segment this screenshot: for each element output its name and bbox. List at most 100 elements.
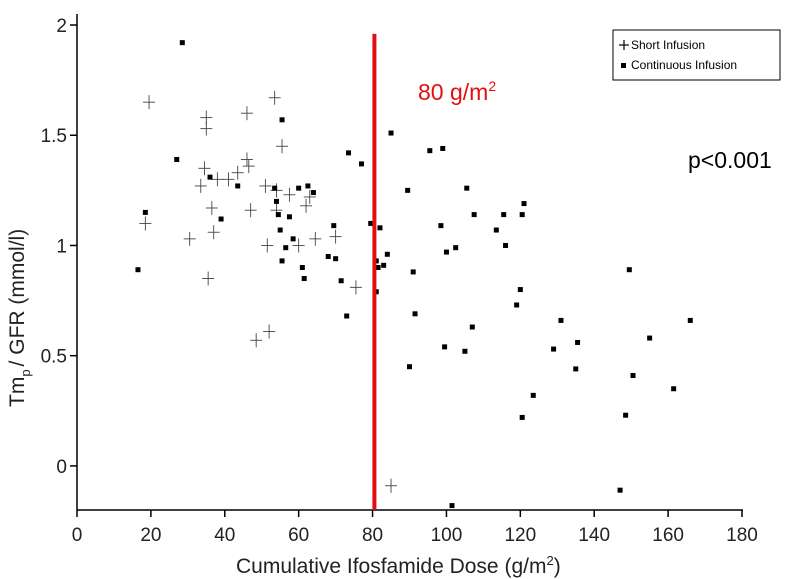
continuous-infusion-point — [647, 335, 653, 341]
continuous-infusion-point — [410, 269, 416, 275]
continuous-infusion-point — [626, 267, 632, 273]
continuous-infusion-point — [573, 366, 579, 372]
continuous-infusion-point — [274, 198, 279, 204]
continuous-infusion-point — [358, 161, 364, 167]
continuous-infusion-point — [443, 249, 449, 255]
continuous-infusion-point — [407, 364, 412, 370]
y-tick-label: 2 — [56, 16, 67, 37]
short-infusion-point — [231, 165, 244, 180]
continuous-infusion-point — [514, 302, 520, 308]
continuous-infusion-point — [344, 313, 350, 319]
continuous-infusion-point — [519, 414, 525, 420]
y-axis-title: Tmp/ GFR (mmol/l) — [6, 229, 33, 407]
x-tick-label: 180 — [726, 525, 758, 546]
continuous-infusion-point — [218, 216, 224, 222]
continuous-infusion-point — [272, 185, 278, 191]
x-tick-label: 20 — [140, 525, 161, 546]
p-value-label: p<0.001 — [688, 147, 772, 173]
continuous-infusion-point — [575, 339, 581, 345]
continuous-infusion-point — [301, 276, 307, 282]
continuous-infusion-point — [286, 214, 292, 220]
continuous-infusion-point — [305, 183, 311, 189]
short-infusion-point — [263, 324, 276, 339]
continuous-infusion-point — [558, 317, 564, 323]
continuous-infusion-point — [388, 130, 394, 136]
continuous-infusion-point — [617, 487, 623, 493]
short-infusion-point — [207, 225, 220, 240]
short-infusion-point — [292, 238, 305, 253]
continuous-infusion-point — [519, 212, 525, 218]
legend-label-short-infusion: Short Infusion — [631, 38, 705, 52]
continuous-infusion-point — [377, 225, 383, 231]
short-infusion-point — [211, 172, 224, 187]
continuous-infusion-point — [290, 236, 296, 242]
x-tick-label: 80 — [362, 525, 383, 546]
x-tick-label: 120 — [504, 525, 536, 546]
continuous-infusion-point — [440, 145, 446, 151]
short-infusion-point — [276, 139, 289, 154]
continuous-infusion-point — [346, 150, 352, 156]
short-infusion-point — [222, 172, 235, 187]
continuous-infusion-point — [283, 245, 289, 251]
short-infusion-point — [300, 198, 313, 213]
threshold-label: 80 g/m2 — [418, 78, 496, 105]
continuous-infusion-point — [368, 220, 374, 226]
continuous-infusion-point — [381, 262, 387, 268]
continuous-infusion-point — [142, 209, 148, 215]
continuous-infusion-point — [331, 223, 337, 229]
continuous-infusion-point — [687, 317, 693, 323]
continuous-infusion-point — [174, 156, 180, 162]
legend: Short Infusion Continuous Infusion — [612, 29, 781, 81]
short-infusion-point — [259, 178, 272, 193]
continuous-infusion-point — [449, 503, 455, 509]
short-infusion-point — [385, 478, 398, 493]
continuous-infusion-point — [412, 311, 418, 317]
short-infusion-point — [329, 229, 342, 244]
short-infusion-point — [240, 152, 253, 167]
short-infusion-point — [240, 106, 253, 121]
short-infusion-point — [309, 231, 322, 246]
axes-layer — [76, 14, 743, 511]
continuous-infusion-point — [338, 278, 344, 284]
y-tick-label: 1.5 — [41, 126, 67, 147]
short-infusion-point — [250, 333, 263, 348]
y-ticks: 0 0.5 1 1.5 2 — [41, 16, 77, 478]
short-infusion-point — [205, 200, 218, 215]
legend-label-continuous-infusion: Continuous Infusion — [631, 58, 737, 72]
continuous-infusion-point — [469, 324, 475, 330]
continuous-infusion-point — [427, 148, 433, 154]
short-infusion-point — [283, 187, 296, 202]
continuous-infusion-point — [279, 117, 285, 123]
x-tick-label: 60 — [288, 525, 309, 546]
continuous-infusion-point — [296, 185, 302, 191]
short-infusion-point — [244, 203, 257, 218]
x-ticks: 0 20 40 60 80 100 120 140 160 180 — [72, 510, 758, 546]
data-points-layer — [135, 40, 693, 509]
short-infusion-point — [303, 189, 316, 204]
continuous-infusion-point — [551, 346, 557, 352]
short-infusion-point — [143, 95, 156, 110]
x-tick-label: 160 — [652, 525, 684, 546]
short-infusion-point — [183, 231, 196, 246]
short-infusion-point — [194, 178, 207, 193]
short-infusion-point — [198, 161, 211, 176]
continuous-infusion-point — [325, 253, 331, 259]
short-infusion-point — [261, 238, 274, 253]
short-infusion-point — [268, 90, 281, 105]
continuous-infusion-point — [207, 174, 213, 180]
x-axis-title: Cumulative Ifosfamide Dose (g/m2) — [236, 553, 561, 578]
continuous-infusion-point — [375, 265, 381, 271]
continuous-infusion-point — [405, 187, 411, 193]
continuous-infusion-point — [135, 267, 141, 273]
x-tick-label: 40 — [214, 525, 235, 546]
short-infusion-point — [200, 121, 213, 136]
short-infusion-point — [202, 271, 215, 286]
continuous-infusion-point — [384, 251, 390, 257]
continuous-infusion-point — [333, 256, 339, 262]
continuous-infusion-point — [279, 258, 285, 264]
legend-box — [612, 29, 781, 81]
continuous-infusion-point — [671, 386, 677, 392]
x-tick-label: 0 — [72, 525, 83, 546]
x-tick-label: 100 — [431, 525, 463, 546]
legend-square-marker — [621, 63, 626, 68]
